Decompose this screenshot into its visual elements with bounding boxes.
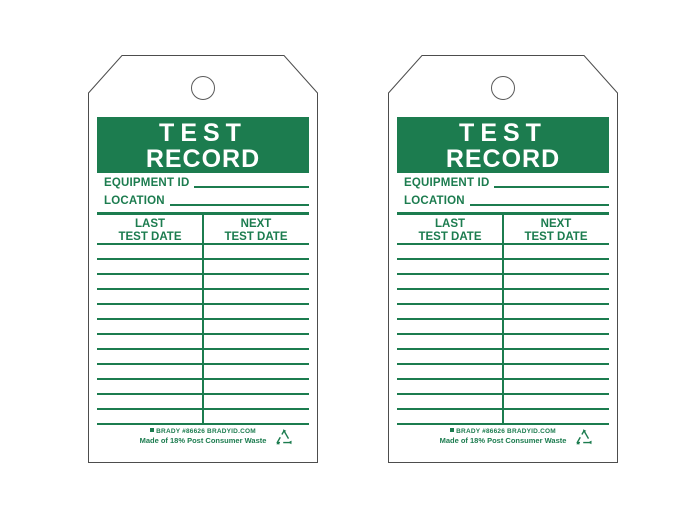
brand-text: BRADY #86626 BRADYID.COM [456, 428, 556, 435]
recycled-note: Made of 18% Post Consumer Waste [439, 436, 567, 445]
equipment-id-blank-line [494, 186, 609, 188]
equipment-id-field: EQUIPMENT ID [97, 174, 309, 190]
recycling-icon [276, 429, 292, 445]
title-line-1: TEST [459, 119, 547, 147]
location-field: LOCATION [397, 192, 609, 208]
tag-footer: BRADY #86626 BRADYID.COM Made of 18% Pos… [97, 427, 309, 451]
hang-hole-icon [491, 76, 515, 100]
test-record-tag-right: TEST RECORD EQUIPMENT ID LOCATION LAST T… [388, 55, 618, 463]
tag-footer: BRADY #86626 BRADYID.COM Made of 18% Pos… [397, 427, 609, 451]
test-date-table: LAST TEST DATE NEXT TEST DATE [97, 212, 309, 425]
column-divider [202, 215, 204, 424]
col2-line1: NEXT [240, 218, 272, 230]
location-field: LOCATION [97, 192, 309, 208]
brand-line: BRADY #86626 BRADYID.COM [97, 427, 309, 436]
title-band: TEST RECORD [397, 117, 609, 173]
column-header-next-test-date: NEXT TEST DATE [503, 215, 609, 243]
equipment-id-blank-line [194, 186, 309, 188]
col1-line2: TEST DATE [118, 230, 182, 243]
brady-logo-icon [450, 428, 455, 432]
title-band: TEST RECORD [97, 117, 309, 173]
table-row [397, 410, 609, 425]
tag-content: TEST RECORD EQUIPMENT ID LOCATION LAST T… [88, 55, 318, 463]
tag-content: TEST RECORD EQUIPMENT ID LOCATION LAST T… [388, 55, 618, 463]
title-line-2: RECORD [145, 145, 261, 173]
recycled-note: Made of 18% Post Consumer Waste [139, 436, 267, 445]
brand-text: BRADY #86626 BRADYID.COM [156, 428, 256, 435]
location-blank-line [469, 204, 609, 206]
equipment-id-label: EQUIPMENT ID [404, 177, 490, 189]
column-header-last-test-date: LAST TEST DATE [97, 215, 203, 243]
title-line-2: RECORD [445, 145, 561, 173]
brand-line: BRADY #86626 BRADYID.COM [397, 427, 609, 436]
column-divider [502, 215, 504, 424]
col2-line2: TEST DATE [524, 230, 588, 243]
equipment-id-field: EQUIPMENT ID [397, 174, 609, 190]
test-date-table: LAST TEST DATE NEXT TEST DATE [397, 212, 609, 425]
column-header-last-test-date: LAST TEST DATE [397, 215, 503, 243]
col2-line2: TEST DATE [224, 230, 288, 243]
brady-logo-icon [150, 428, 155, 432]
title-line-1: TEST [159, 119, 247, 147]
location-label: LOCATION [404, 195, 465, 207]
column-header-next-test-date: NEXT TEST DATE [203, 215, 309, 243]
col2-line1: NEXT [540, 218, 572, 230]
test-record-tag-left: TEST RECORD EQUIPMENT ID LOCATION LAST T… [88, 55, 318, 463]
col1-line1: LAST [134, 218, 166, 230]
equipment-id-label: EQUIPMENT ID [104, 177, 190, 189]
recycling-icon [576, 429, 592, 445]
col1-line2: TEST DATE [418, 230, 482, 243]
hang-hole-icon [191, 76, 215, 100]
col1-line1: LAST [434, 218, 466, 230]
location-blank-line [169, 204, 309, 206]
table-row [97, 410, 309, 425]
location-label: LOCATION [104, 195, 165, 207]
